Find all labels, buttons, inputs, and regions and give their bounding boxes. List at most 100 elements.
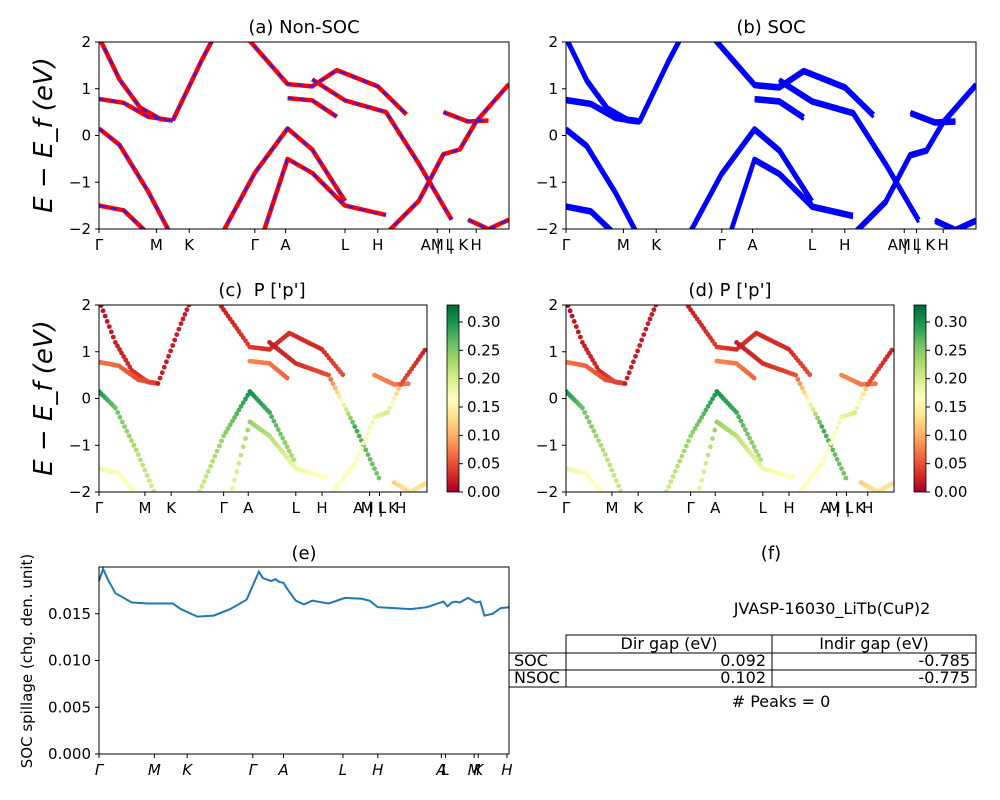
projection-point <box>701 411 707 417</box>
table-header-indir-gap: Indir gap (eV) <box>819 634 929 653</box>
projection-point <box>683 443 689 449</box>
panel-c-ylabel: E − E_f (eV) <box>29 320 59 476</box>
projection-point <box>575 329 581 335</box>
band-line-blue <box>714 42 876 117</box>
projection-point <box>340 372 346 378</box>
x-tick-label: L <box>292 499 301 517</box>
projection-point <box>745 431 750 437</box>
projection-point <box>122 424 127 429</box>
y-tick-label: −1 <box>536 436 558 454</box>
projection-point <box>227 422 233 428</box>
projection-point <box>670 474 676 479</box>
projection-point <box>852 410 857 415</box>
projection-point <box>747 435 753 441</box>
y-tick-label: 0.010 <box>48 652 91 670</box>
projection-point <box>832 430 838 436</box>
projection-point <box>361 440 366 446</box>
projection-point <box>115 410 121 415</box>
projection-point <box>692 426 698 431</box>
projection-point <box>819 461 825 467</box>
colorbar-tick-label: 0.30 <box>467 313 500 331</box>
table-header-dir-gap: Dir gap (eV) <box>621 634 718 653</box>
band-line-red <box>310 77 454 221</box>
x-tick-label: A <box>243 499 254 517</box>
y-tick-label: 0.000 <box>48 745 91 763</box>
band-line-red <box>467 217 509 229</box>
band-line-blue-split <box>638 42 682 124</box>
panel-a-ylabel: E − E_f (eV) <box>29 57 59 213</box>
x-tick-label: A | L <box>421 236 455 254</box>
projection-point <box>710 436 715 441</box>
projection-point <box>793 372 798 378</box>
projection-point <box>589 424 594 429</box>
projection-point <box>289 453 294 458</box>
x-tick-label: H <box>316 499 327 517</box>
x-tick-label: Γ <box>219 499 228 517</box>
projection-point <box>129 438 134 443</box>
x-tick-label: A <box>435 761 446 779</box>
projection-point <box>102 313 108 319</box>
panel-f-title: (f) <box>761 543 781 564</box>
projection-point <box>631 359 636 365</box>
x-tick-label: Γ <box>95 761 105 779</box>
projection-point <box>354 456 360 462</box>
projection-point <box>376 475 382 481</box>
projection-point <box>284 375 290 381</box>
projection-point <box>108 329 114 335</box>
projection-point <box>749 440 755 445</box>
band-line-blue <box>566 203 614 229</box>
projection-point <box>352 461 358 467</box>
band-line-blue-split <box>909 113 956 126</box>
projection-point <box>394 391 399 397</box>
projection-point <box>699 477 704 483</box>
projection-point <box>245 427 251 433</box>
projection-point <box>618 488 624 492</box>
projection-point <box>703 407 709 413</box>
projection-point <box>131 489 137 492</box>
projection-point <box>337 394 342 399</box>
projection-point <box>195 494 200 499</box>
x-tick-label: K <box>633 499 644 517</box>
projection-point <box>826 446 831 451</box>
projection-point <box>697 418 702 424</box>
projection-point <box>633 353 638 359</box>
projection-point <box>405 381 411 387</box>
colorbar-tick-label: 0.30 <box>934 313 967 331</box>
projection-point <box>801 389 807 395</box>
projection-point <box>280 435 286 441</box>
projection-point <box>863 386 868 392</box>
colorbar-tick-label: 0.25 <box>467 341 500 359</box>
projection-point <box>622 381 628 386</box>
y-tick-label: −2 <box>536 220 558 238</box>
projection-point <box>201 479 207 484</box>
projection-point <box>372 466 377 471</box>
projection-point <box>138 457 143 463</box>
spillage-line <box>98 566 510 618</box>
projection-point <box>694 422 700 428</box>
colorbar-tick-label: 0.15 <box>934 398 967 416</box>
projection-point <box>144 473 150 478</box>
panel-e-yaxis: 0.000 0.005 0.010 0.015 <box>48 605 99 763</box>
band-line-blue-split <box>934 221 976 229</box>
y-tick-label: −2 <box>69 483 91 501</box>
band-line-blue-dashed <box>287 97 338 118</box>
y-tick-label: 1 <box>548 343 558 361</box>
y-tick-label: 2 <box>81 33 91 51</box>
projection-point <box>369 420 375 425</box>
projection-point <box>99 305 104 308</box>
projection-point <box>205 469 211 474</box>
projection-point <box>126 433 132 439</box>
colorbar-tick-label: 0.05 <box>467 455 500 473</box>
projection-point <box>238 403 244 409</box>
panel-c-colorbar: 0.00 0.05 0.10 0.15 0.20 0.25 0.30 <box>446 304 500 501</box>
projection-point <box>182 312 188 317</box>
table-cell-nsoc-indir: -0.775 <box>918 668 970 687</box>
material-id: JVASP-16030_LiTb(CuP)2 <box>733 599 931 619</box>
projection-point <box>580 405 585 411</box>
table-row-label-soc: SOC <box>514 651 548 670</box>
panel-b-yaxis: −2 −1 0 1 2 <box>536 33 566 238</box>
